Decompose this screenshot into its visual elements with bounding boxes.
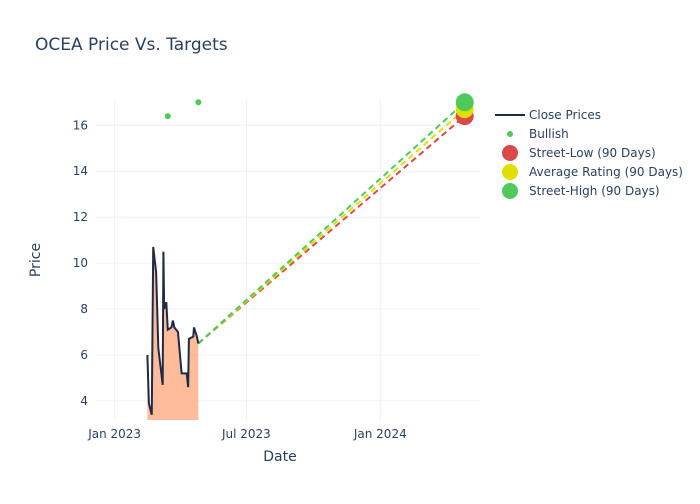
- close-price-line: [146, 246, 200, 415]
- y-tick-label: 14: [73, 164, 88, 178]
- bullish-point: [164, 113, 171, 120]
- legend-marker-icon: [502, 183, 518, 199]
- y-tick-label: 4: [80, 394, 88, 408]
- legend-label: Street-High (90 Days): [529, 184, 660, 198]
- target-point-2: [455, 93, 474, 112]
- y-tick-label: 12: [73, 210, 88, 224]
- close-price-area: [147, 247, 199, 420]
- target-line-2: [197, 101, 466, 345]
- legend-marker-icon: [502, 145, 518, 161]
- y-tick-label: 8: [80, 302, 88, 316]
- legend-label: Bullish: [529, 127, 569, 141]
- y-tick-label: 16: [73, 118, 88, 132]
- y-axis-label: Price: [28, 243, 44, 277]
- y-tick-label: 6: [80, 348, 88, 362]
- chart-title: OCEA Price Vs. Targets: [35, 35, 228, 55]
- target-line-0: [197, 115, 466, 345]
- legend-label: Street-Low (90 Days): [529, 146, 656, 160]
- x-tick-label: Jan 2024: [353, 427, 407, 441]
- x-tick-label: Jan 2023: [87, 427, 141, 441]
- y-tick-label: 10: [73, 256, 88, 270]
- legend-label: Average Rating (90 Days): [529, 165, 683, 179]
- legend-marker-icon: [502, 164, 518, 180]
- target-line-1: [197, 108, 466, 345]
- bullish-point: [195, 99, 202, 106]
- legend-label: Close Prices: [529, 108, 601, 122]
- legend-dot-icon: [507, 131, 513, 137]
- x-axis-label: Date: [263, 449, 296, 465]
- x-tick-label: Jul 2023: [221, 427, 271, 441]
